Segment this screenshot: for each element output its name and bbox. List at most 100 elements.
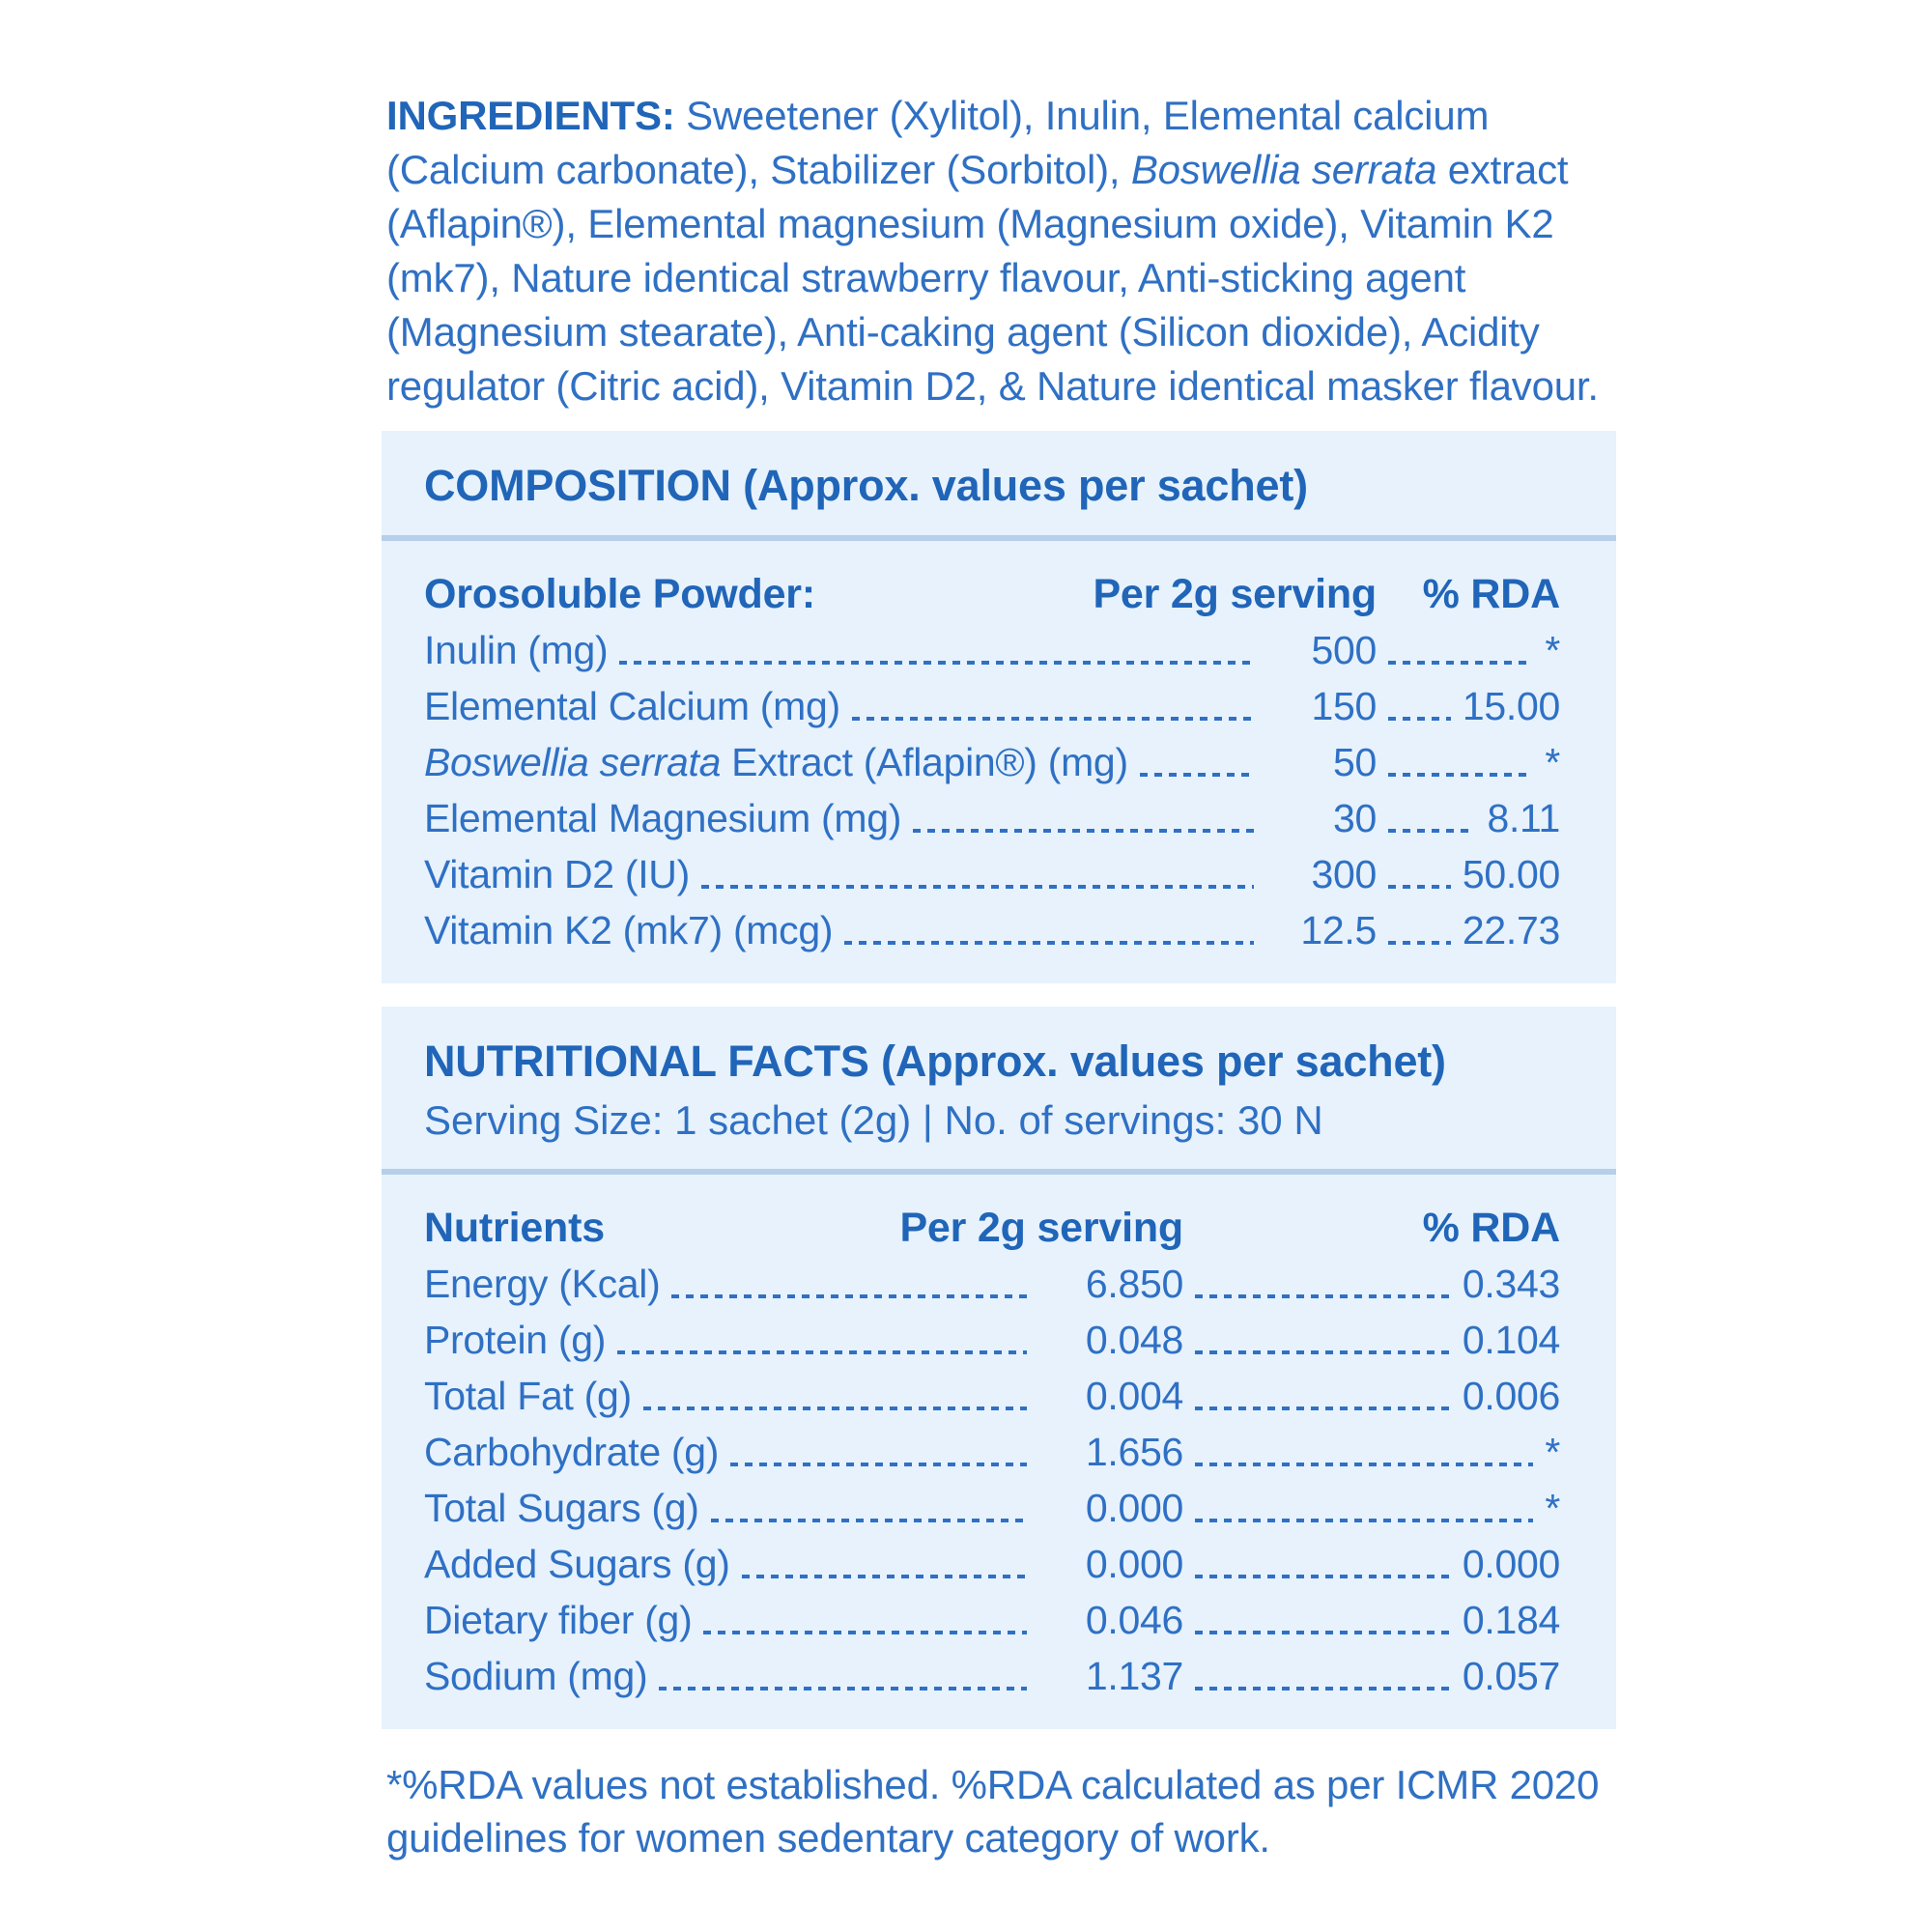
row-value: 50 <box>1332 740 1377 784</box>
dotted-leader <box>1195 1575 1451 1578</box>
dotted-leader <box>844 941 1254 945</box>
serving-size-line: Serving Size: 1 sachet (2g) | No. of ser… <box>424 1097 1323 1143</box>
dotted-leader <box>1139 773 1254 777</box>
ingredients-label: INGREDIENTS: <box>386 93 675 138</box>
row-label-text: Extract (Aflapin®) (mg) <box>721 740 1128 784</box>
row-label-text: Inulin (mg) <box>424 628 609 672</box>
row-rda-wrap: 0.104 <box>1183 1312 1560 1368</box>
row-label-italic: Boswellia serrata <box>424 740 722 784</box>
row-label-text: Vitamin K2 (mk7) (mcg) <box>424 908 834 952</box>
dotted-leader <box>617 1350 1027 1354</box>
ingredients-text-2: extract (Aflapin®), Elemental magnesium … <box>386 147 1599 409</box>
row-rda-value: * <box>1545 1430 1560 1474</box>
table-row: Dietary fiber (g) 0.046 0.184 <box>424 1592 1574 1648</box>
row-rda-wrap: 0.006 <box>1183 1368 1560 1424</box>
dotted-leader <box>1195 1350 1451 1354</box>
row-rda-value: 0.057 <box>1462 1654 1560 1698</box>
row-label-text: Added Sugars (g) <box>424 1542 730 1586</box>
ingredients-text-1: Sweetener (Xylitol), Inulin, Elemental c… <box>386 93 1490 192</box>
table-row: Sodium (mg) 1.137 0.057 <box>424 1648 1574 1704</box>
row-label: Boswellia serrata Extract (Aflapin®) (mg… <box>424 734 1128 790</box>
table-row: Carbohydrate (g) 1.656 * <box>424 1424 1574 1480</box>
dotted-leader <box>1195 1631 1451 1634</box>
row-rda-value: * <box>1545 1486 1560 1530</box>
table-row: Energy (Kcal) 6.850 0.343 <box>424 1256 1574 1312</box>
row-rda-value: 0.104 <box>1462 1318 1560 1362</box>
dotted-leader <box>851 717 1254 721</box>
row-value: 1.656 <box>1085 1430 1183 1474</box>
dotted-leader <box>659 1687 1027 1690</box>
column-header-per-serving: Per 2g serving <box>899 1205 1183 1251</box>
row-label: Dietary fiber (g) <box>424 1592 693 1648</box>
row-value: 0.000 <box>1085 1542 1183 1586</box>
row-label: Sodium (mg) <box>424 1648 648 1704</box>
row-value: 0.046 <box>1085 1598 1183 1642</box>
column-header-rda: % RDA <box>1422 1205 1561 1251</box>
row-label: Total Fat (g) <box>424 1368 632 1424</box>
dotted-leader <box>1195 1406 1451 1410</box>
dotted-leader <box>730 1463 1027 1466</box>
row-label-text: Protein (g) <box>424 1318 607 1362</box>
row-label: Inulin (mg) <box>424 622 609 678</box>
row-value: 0.048 <box>1085 1318 1183 1362</box>
dotted-leader <box>1388 773 1534 777</box>
row-rda-value: * <box>1545 628 1560 672</box>
table-row: Total Fat (g) 0.004 0.006 <box>424 1368 1574 1424</box>
dotted-leader <box>1388 717 1451 721</box>
ingredients-botanical-name: Boswellia serrata <box>1130 147 1437 192</box>
row-value: 0.004 <box>1085 1374 1183 1418</box>
composition-table: Inulin (mg) 500 * Elemental Calcium (mg)… <box>424 622 1574 958</box>
row-rda-wrap: 0.184 <box>1183 1592 1560 1648</box>
row-label: Total Sugars (g) <box>424 1480 699 1536</box>
row-rda-wrap: * <box>1377 622 1560 678</box>
row-rda-value: 0.000 <box>1462 1542 1560 1586</box>
column-header-rda: % RDA <box>1422 571 1561 617</box>
row-rda-value: 50.00 <box>1462 852 1560 896</box>
row-label-text: Total Sugars (g) <box>424 1486 699 1530</box>
row-label: Elemental Magnesium (mg) <box>424 790 901 846</box>
dotted-leader <box>1388 941 1451 945</box>
row-rda-value: 22.73 <box>1462 908 1560 952</box>
row-label: Vitamin D2 (IU) <box>424 846 690 902</box>
row-rda-wrap: 50.00 <box>1377 846 1560 902</box>
row-value: 30 <box>1332 796 1377 840</box>
row-rda-wrap: 15.00 <box>1377 678 1560 734</box>
row-rda-wrap: 0.343 <box>1183 1256 1560 1312</box>
row-rda-wrap: * <box>1183 1424 1560 1480</box>
row-label-text: Elemental Magnesium (mg) <box>424 796 902 840</box>
row-rda-wrap: 22.73 <box>1377 902 1560 958</box>
row-label-text: Dietary fiber (g) <box>424 1598 693 1642</box>
row-label-text: Total Fat (g) <box>424 1374 632 1418</box>
row-value: 150 <box>1311 684 1377 728</box>
row-label: Vitamin K2 (mk7) (mcg) <box>424 902 834 958</box>
row-rda-value: 0.343 <box>1462 1262 1560 1306</box>
dotted-leader <box>1388 885 1451 889</box>
row-label: Energy (Kcal) <box>424 1256 661 1312</box>
dotted-leader <box>619 661 1254 665</box>
nutritional-facts-title: NUTRITIONAL FACTS (Approx. values per sa… <box>424 1037 1446 1086</box>
dotted-leader <box>741 1575 1027 1578</box>
row-value: 6.850 <box>1085 1262 1183 1306</box>
composition-box: COMPOSITION (Approx. values per sachet) … <box>382 431 1616 983</box>
composition-title: COMPOSITION (Approx. values per sachet) <box>424 461 1308 510</box>
nutrition-table: Energy (Kcal) 6.850 0.343 Protein (g) 0.… <box>424 1256 1574 1704</box>
dotted-leader <box>1195 1519 1534 1522</box>
dotted-leader <box>642 1406 1027 1410</box>
table-row: Elemental Calcium (mg) 150 15.00 <box>424 678 1574 734</box>
table-row: Total Sugars (g) 0.000 * <box>424 1480 1574 1536</box>
row-rda-value: 15.00 <box>1462 684 1560 728</box>
column-header-orosoluble-powder: Orosoluble Powder: <box>424 571 815 617</box>
column-header-nutrients: Nutrients <box>424 1205 605 1251</box>
dotted-leader <box>1388 661 1534 665</box>
column-header-per-serving: Per 2g serving <box>1093 571 1377 617</box>
row-rda-wrap: 8.11 <box>1377 790 1560 846</box>
row-value: 12.5 <box>1300 908 1377 952</box>
dotted-leader <box>700 885 1254 889</box>
row-rda-wrap: * <box>1377 734 1560 790</box>
table-row: Elemental Magnesium (mg) 30 8.11 <box>424 790 1574 846</box>
table-row: Protein (g) 0.048 0.104 <box>424 1312 1574 1368</box>
divider <box>382 535 1616 541</box>
table-row: Vitamin D2 (IU) 300 50.00 <box>424 846 1574 902</box>
dotted-leader <box>703 1631 1027 1634</box>
